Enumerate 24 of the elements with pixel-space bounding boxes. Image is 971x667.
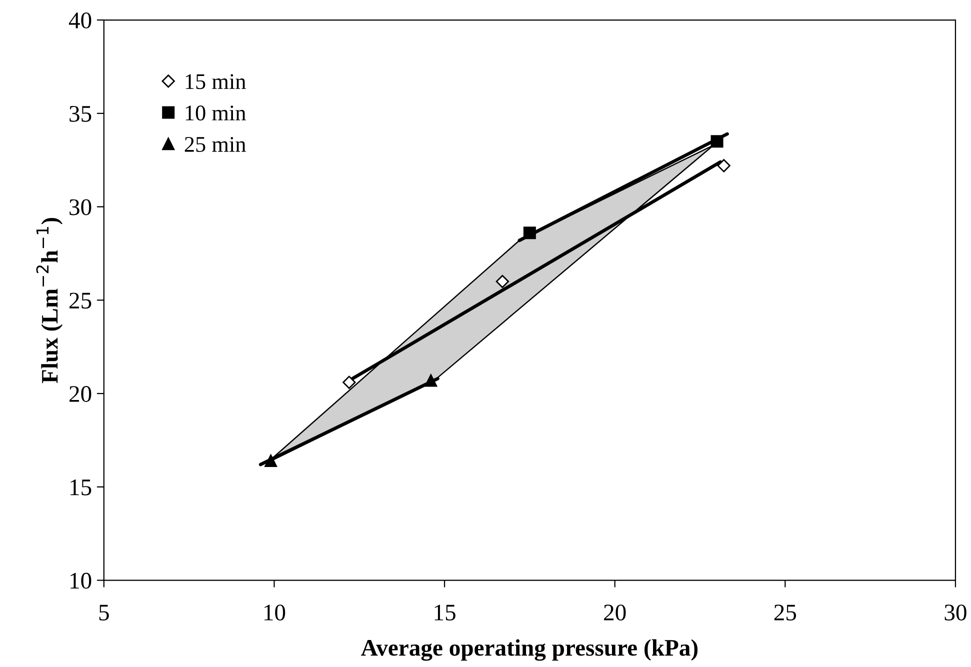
point — [523, 226, 536, 240]
point — [710, 135, 724, 148]
y-tick-label: 40 — [68, 12, 92, 28]
legend-label: 25 min — [184, 136, 246, 152]
y-tick-label: 15 — [70, 480, 92, 496]
y-tick-label: 25 — [70, 292, 92, 309]
y-tick-label: 35 — [70, 106, 92, 122]
x-tick-label: 15 — [434, 604, 456, 621]
legend-label: 15 min — [186, 74, 246, 90]
x-tick-label: 5 — [99, 604, 109, 621]
point — [424, 374, 438, 387]
y-tick-label: 10 — [70, 572, 92, 589]
y-axis-title: Flux (Lm$^{−2}$h$^{−1}$) — [36, 218, 63, 384]
point — [342, 376, 356, 389]
point — [264, 454, 278, 468]
y-tick-label: 20 — [70, 386, 92, 402]
x-tick-label: 30 — [944, 604, 966, 621]
y-tick-label: 30 — [70, 199, 92, 216]
legend-label: 10 min — [186, 106, 246, 121]
x-tick-label: 25 — [774, 604, 796, 621]
point — [496, 274, 510, 288]
x-tick-label: 10 — [264, 604, 286, 621]
x-tick-label: 20 — [604, 604, 626, 621]
x-axis-title: Average operating pressure (kPa) — [361, 639, 698, 661]
